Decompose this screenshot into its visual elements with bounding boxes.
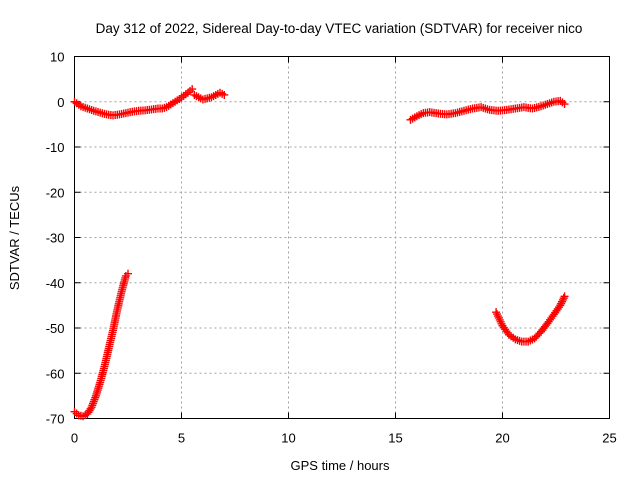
axis-ticks [74, 56, 610, 419]
x-tick-label: 5 [178, 431, 185, 446]
y-tick-label: -40 [46, 276, 65, 291]
data-point [557, 297, 566, 306]
y-tick-label: 10 [50, 50, 64, 65]
y-tick-label: -10 [46, 140, 65, 155]
chart-title: Day 312 of 2022, Sidereal Day-to-day VTE… [96, 21, 583, 36]
y-tick-label: -60 [46, 366, 65, 381]
data-point [492, 310, 501, 319]
x-tick-label: 0 [71, 431, 78, 446]
x-tick-label: 25 [602, 431, 616, 446]
x-tick-label: 20 [495, 431, 509, 446]
x-tick-label: 10 [281, 431, 295, 446]
data-point [556, 301, 565, 310]
data-point [90, 395, 99, 404]
data-point [492, 308, 501, 317]
data-point [89, 397, 98, 406]
data-point [220, 90, 229, 99]
data-point [495, 315, 504, 324]
y-axis-tick-labels: 10 0 -10 -20 -30 -40 -50 -60 -70 [46, 50, 65, 427]
y-tick-label: -50 [46, 321, 65, 336]
series-arc-5 [492, 292, 569, 346]
data-point [88, 401, 97, 410]
x-tick-label: 15 [388, 431, 402, 446]
y-tick-label: -20 [46, 185, 65, 200]
data-point [560, 292, 569, 301]
data-point [89, 399, 98, 408]
series-arc-2 [190, 88, 229, 104]
series-arc-4 [70, 269, 132, 421]
data-point [91, 393, 100, 402]
grid-lines [74, 56, 610, 419]
series-arc-3 [406, 96, 569, 124]
data-point [86, 404, 95, 413]
x-axis-label: GPS time / hours [291, 458, 390, 473]
data-point [557, 299, 566, 308]
data-point [188, 85, 197, 94]
data-point [496, 317, 505, 326]
y-axis-label: SDTVAR / TECUs [7, 185, 22, 290]
y-tick-label: -70 [46, 412, 65, 427]
data-point [493, 312, 502, 321]
data-point [124, 269, 132, 278]
data-point [558, 295, 567, 304]
y-tick-label: -30 [46, 231, 65, 246]
data-point [494, 313, 503, 322]
data-point [559, 294, 568, 303]
data-marks [70, 85, 569, 421]
data-point [87, 403, 96, 412]
y-tick-label: 0 [57, 95, 64, 110]
series-arc-1 [70, 85, 197, 120]
data-point [560, 100, 569, 109]
x-axis-tick-labels: 0 5 10 15 20 25 [71, 431, 617, 446]
